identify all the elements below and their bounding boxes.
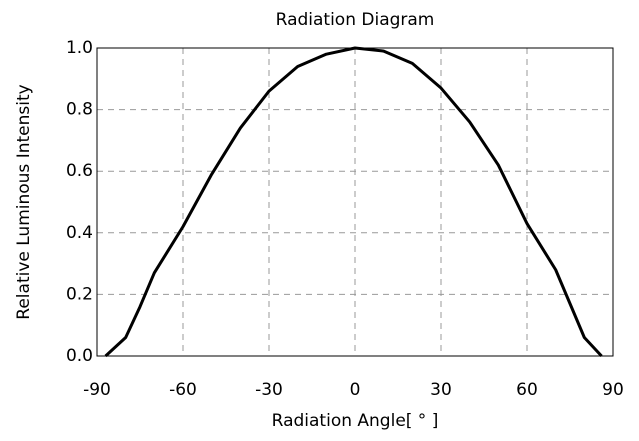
x-tick-label: -30 — [255, 380, 283, 400]
x-tick-label: 30 — [430, 380, 452, 400]
y-tick-label: 0.4 — [66, 223, 93, 243]
chart-title: Radiation Diagram — [276, 10, 435, 30]
x-axis-label: Radiation Angle[ ° ] — [272, 411, 439, 431]
x-tick-label: -90 — [83, 380, 111, 400]
x-tick-label: 60 — [516, 380, 538, 400]
y-tick-label: 0.8 — [66, 100, 93, 120]
y-axis-label: Relative Luminous Intensity — [14, 84, 34, 319]
x-tick-label: 90 — [602, 380, 624, 400]
x-tick-label: 0 — [350, 380, 361, 400]
y-tick-label: 0.6 — [66, 161, 93, 181]
y-tick-label: 0.0 — [66, 346, 93, 366]
x-tick-label: -60 — [169, 380, 197, 400]
y-tick-label: 1.0 — [66, 38, 93, 58]
y-tick-label: 0.2 — [66, 284, 93, 304]
line-series — [104, 46, 603, 358]
